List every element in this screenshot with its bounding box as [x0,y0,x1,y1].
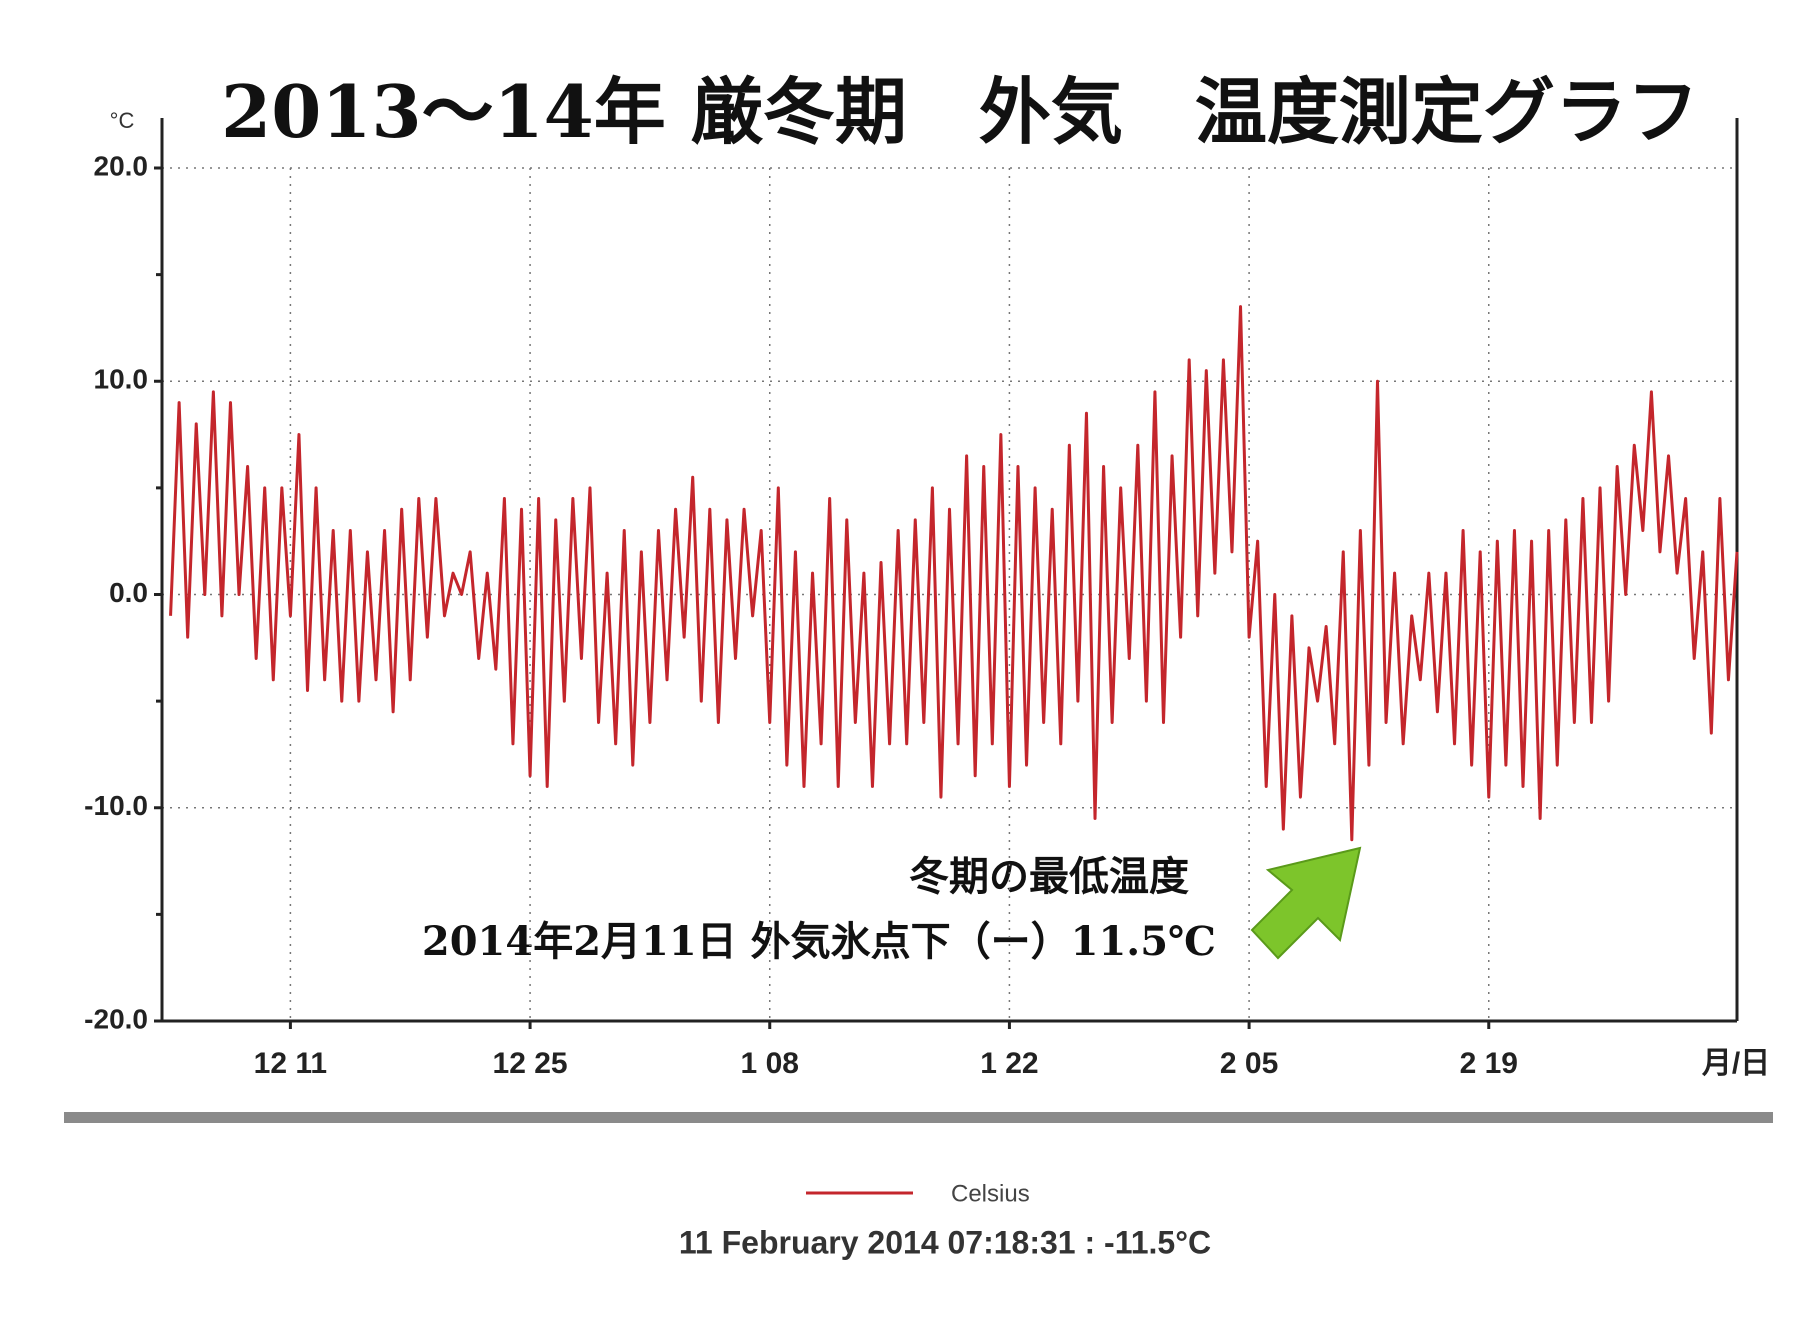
x-tick-label: 1 22 [980,1047,1038,1080]
annotation: 冬期の最低温度 [909,853,1189,900]
readout: 11 February 2014 07:18:31 : -11.5°C [679,1224,1211,1260]
x-tick-label: 1 08 [741,1047,799,1080]
annotation: 2014年2月11日 外気氷点下（ー）11.5℃ [422,918,1216,965]
y-tick-label: -20.0 [84,1003,148,1034]
chart-title: 2013～14年 厳冬期 外気 温度測定グラフ [221,69,1699,154]
series-line [169,305,1739,842]
x-tick-label: 2 19 [1460,1047,1518,1080]
y-tick-label: 20.0 [94,150,149,181]
y-tick-label: -10.0 [84,790,148,821]
arrow [1250,846,1362,960]
y-axis-label: °C [110,108,135,133]
x-tick-label: 12 11 [254,1047,327,1080]
x-axis-label: 月/日 [1702,1047,1770,1080]
separator [64,1112,1773,1123]
x-tick-label: 12 25 [493,1047,568,1080]
y-tick-label: 0.0 [109,577,148,608]
legend-label: Celsius [951,1180,1030,1207]
y-tick-label: 10.0 [94,364,149,395]
x-tick-label: 2 05 [1220,1047,1278,1080]
